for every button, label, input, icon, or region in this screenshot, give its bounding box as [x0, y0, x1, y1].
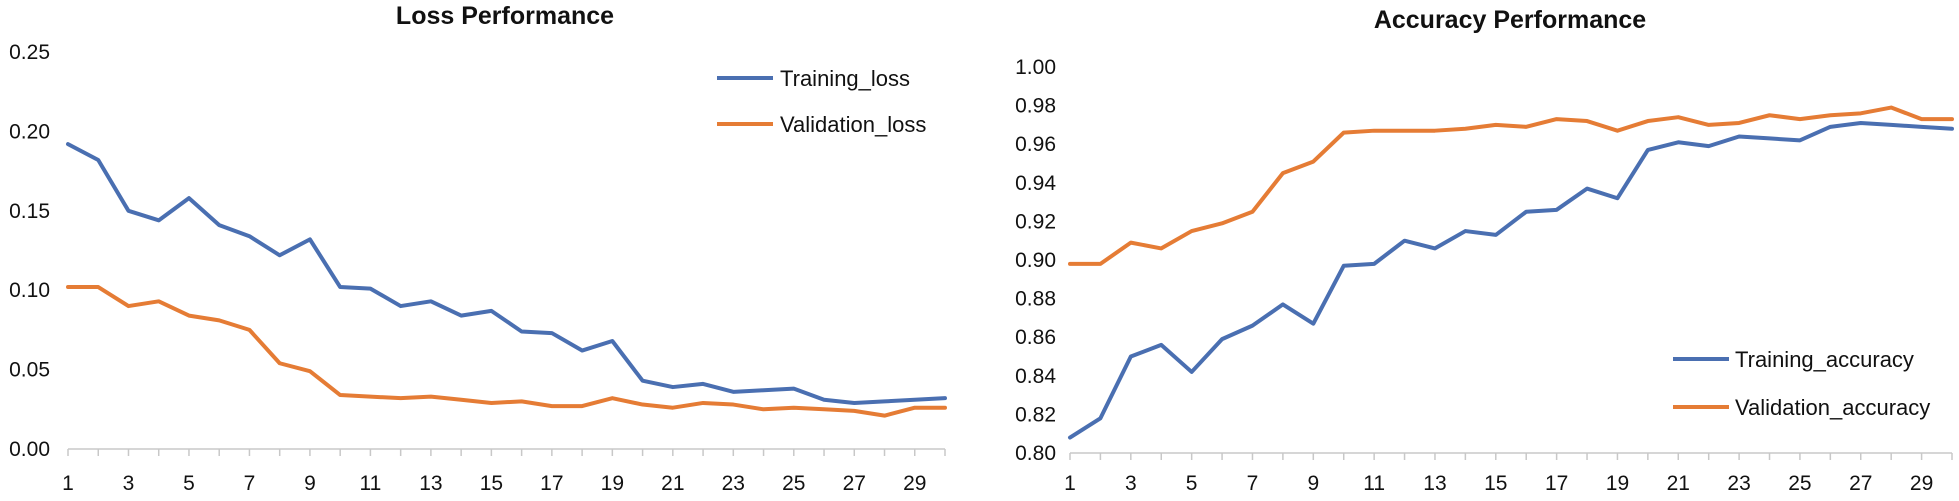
accuracy-y-tick-label: 0.92 — [1015, 210, 1056, 233]
loss-y-tick-label: 0.05 — [9, 359, 50, 382]
accuracy-x-tick-label: 17 — [1545, 472, 1568, 495]
loss-chart-title: Loss Performance — [396, 2, 614, 30]
loss-x-tick-label: 13 — [419, 472, 442, 495]
accuracy-y-tick-label: 0.90 — [1015, 249, 1056, 272]
loss-y-tick-label: 0.25 — [9, 41, 50, 64]
accuracy-y-tick-label: 0.86 — [1015, 326, 1056, 349]
loss-series-validation-loss-line — [66, 285, 947, 418]
loss-x-tick-label: 21 — [661, 472, 684, 495]
loss-legend-training-loss-label: Training_loss — [780, 66, 910, 91]
accuracy-x-tick-label: 9 — [1307, 472, 1319, 495]
loss-y-tick-label: 0.20 — [9, 120, 50, 143]
accuracy-y-tick-label: 0.94 — [1015, 172, 1056, 195]
loss-x-tick-label: 25 — [782, 472, 805, 495]
accuracy-x-tick-label: 15 — [1484, 472, 1507, 495]
accuracy-x-tick-label: 19 — [1606, 472, 1629, 495]
accuracy-y-tick-label: 0.80 — [1015, 442, 1056, 465]
accuracy-y-tick-label: 1.00 — [1015, 56, 1056, 79]
accuracy-x-tick-label: 25 — [1788, 472, 1811, 495]
loss-x-tick-label: 7 — [244, 472, 256, 495]
accuracy-y-tick-label: 0.96 — [1015, 133, 1056, 156]
accuracy-x-tick-label: 11 — [1363, 472, 1385, 495]
loss-y-tick-label: 0.15 — [9, 200, 50, 223]
accuracy-chart-title: Accuracy Performance — [1374, 6, 1646, 34]
loss-y-tick-label: 0.10 — [9, 279, 50, 302]
loss-series-training-loss-line — [66, 142, 947, 405]
accuracy-x-tick-label: 1 — [1064, 472, 1076, 495]
loss-x-tick-label: 3 — [123, 472, 135, 495]
accuracy-x-tick-label: 13 — [1423, 472, 1446, 495]
accuracy-x-tick-label: 23 — [1727, 472, 1750, 495]
accuracy-y-tick-label: 0.84 — [1015, 365, 1056, 388]
loss-x-tick-label: 23 — [722, 472, 745, 495]
loss-x-tick-label: 1 — [62, 472, 74, 495]
loss-x-tick-label: 17 — [540, 472, 563, 495]
loss-x-tick-label: 27 — [843, 472, 866, 495]
loss-chart: Loss Performance 1 3 5 7 9 11 13 15 17 19 21 23 25 27… — [9, 2, 947, 495]
accuracy-chart: Accuracy Performance 1 3 5 7 9 11 13 15 17 19 21 23… — [1015, 6, 1954, 495]
loss-x-tick-label: 29 — [903, 472, 926, 495]
loss-x-tick-label: 11 — [360, 472, 382, 495]
accuracy-legend-training-accuracy-label: Training_accuracy — [1735, 347, 1914, 372]
accuracy-x-tick-label: 5 — [1186, 472, 1198, 495]
accuracy-x-tick-label: 3 — [1125, 472, 1137, 495]
accuracy-series-training-accuracy-line — [1068, 120, 1954, 440]
accuracy-series-validation-accuracy-line — [1068, 105, 1954, 266]
accuracy-x-tick-label: 29 — [1910, 472, 1933, 495]
accuracy-x-tick-label: 7 — [1247, 472, 1259, 495]
accuracy-y-tick-label: 0.98 — [1015, 95, 1056, 118]
loss-x-tick-label: 5 — [183, 472, 195, 495]
loss-y-tick-label: 0.00 — [9, 438, 50, 461]
accuracy-x-tick-label: 21 — [1667, 472, 1690, 495]
accuracy-legend-validation-accuracy-label: Validation_accuracy — [1735, 395, 1930, 420]
loss-legend-validation-loss-label: Validation_loss — [780, 112, 926, 137]
accuracy-x-tick-label: 27 — [1849, 472, 1872, 495]
accuracy-y-tick-label: 0.82 — [1015, 403, 1056, 426]
loss-x-tick-label: 9 — [304, 472, 316, 495]
loss-x-tick-label: 15 — [480, 472, 503, 495]
accuracy-y-tick-label: 0.88 — [1015, 288, 1056, 311]
loss-x-tick-label: 19 — [601, 472, 624, 495]
